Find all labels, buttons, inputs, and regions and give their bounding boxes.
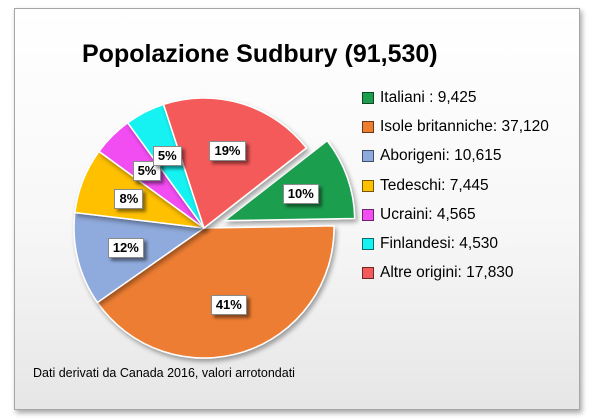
- data-label: 10%: [282, 183, 319, 204]
- legend-swatch: [362, 91, 374, 104]
- pie-slice-altre-origini: [162, 97, 308, 230]
- legend-swatch: [362, 238, 374, 251]
- pie-slice-isole-britanniche: [96, 225, 335, 359]
- legend-item-aborigeni: Aborigeni: 10,615: [362, 142, 549, 171]
- legend: Italiani : 9,425 Isole britanniche: 37,1…: [362, 83, 549, 288]
- legend-item-isole-britanniche: Isole britanniche: 37,120: [362, 112, 549, 141]
- data-label: 5%: [132, 160, 162, 181]
- data-label: 41%: [210, 294, 247, 315]
- legend-label: Finlandesi: 4,530: [380, 235, 499, 253]
- legend-swatch: [362, 208, 374, 221]
- legend-item-altre-origini: Altre origini: 17,830: [362, 259, 549, 288]
- legend-label: Isole britanniche: 37,120: [380, 117, 549, 135]
- data-label: 8%: [114, 188, 144, 209]
- data-label: 12%: [107, 237, 144, 258]
- legend-label: Aborigeni: 10,615: [380, 147, 502, 165]
- chart-title: Popolazione Sudbury (91,530): [82, 40, 438, 68]
- legend-label: Altre origini: 17,830: [380, 264, 514, 282]
- data-label: 19%: [209, 140, 246, 161]
- legend-item-ucraini: Ucraini: 4,565: [362, 200, 549, 229]
- legend-swatch: [362, 179, 374, 192]
- legend-item-tedeschi: Tedeschi: 7,445: [362, 171, 549, 200]
- legend-swatch: [362, 150, 374, 163]
- source-note: Dati derivati da Canada 2016, valori arr…: [33, 366, 295, 380]
- legend-label: Ucraini: 4,565: [380, 205, 476, 223]
- pie-slice-italiani: [222, 139, 356, 222]
- legend-label: Italiani : 9,425: [380, 88, 477, 106]
- legend-swatch: [362, 267, 374, 280]
- legend-item-finlandesi: Finlandesi: 4,530: [362, 229, 549, 258]
- legend-item-italiani: Italiani : 9,425: [362, 83, 549, 112]
- legend-swatch: [362, 120, 374, 133]
- data-label: 5%: [152, 146, 182, 167]
- legend-label: Tedeschi: 7,445: [380, 176, 489, 194]
